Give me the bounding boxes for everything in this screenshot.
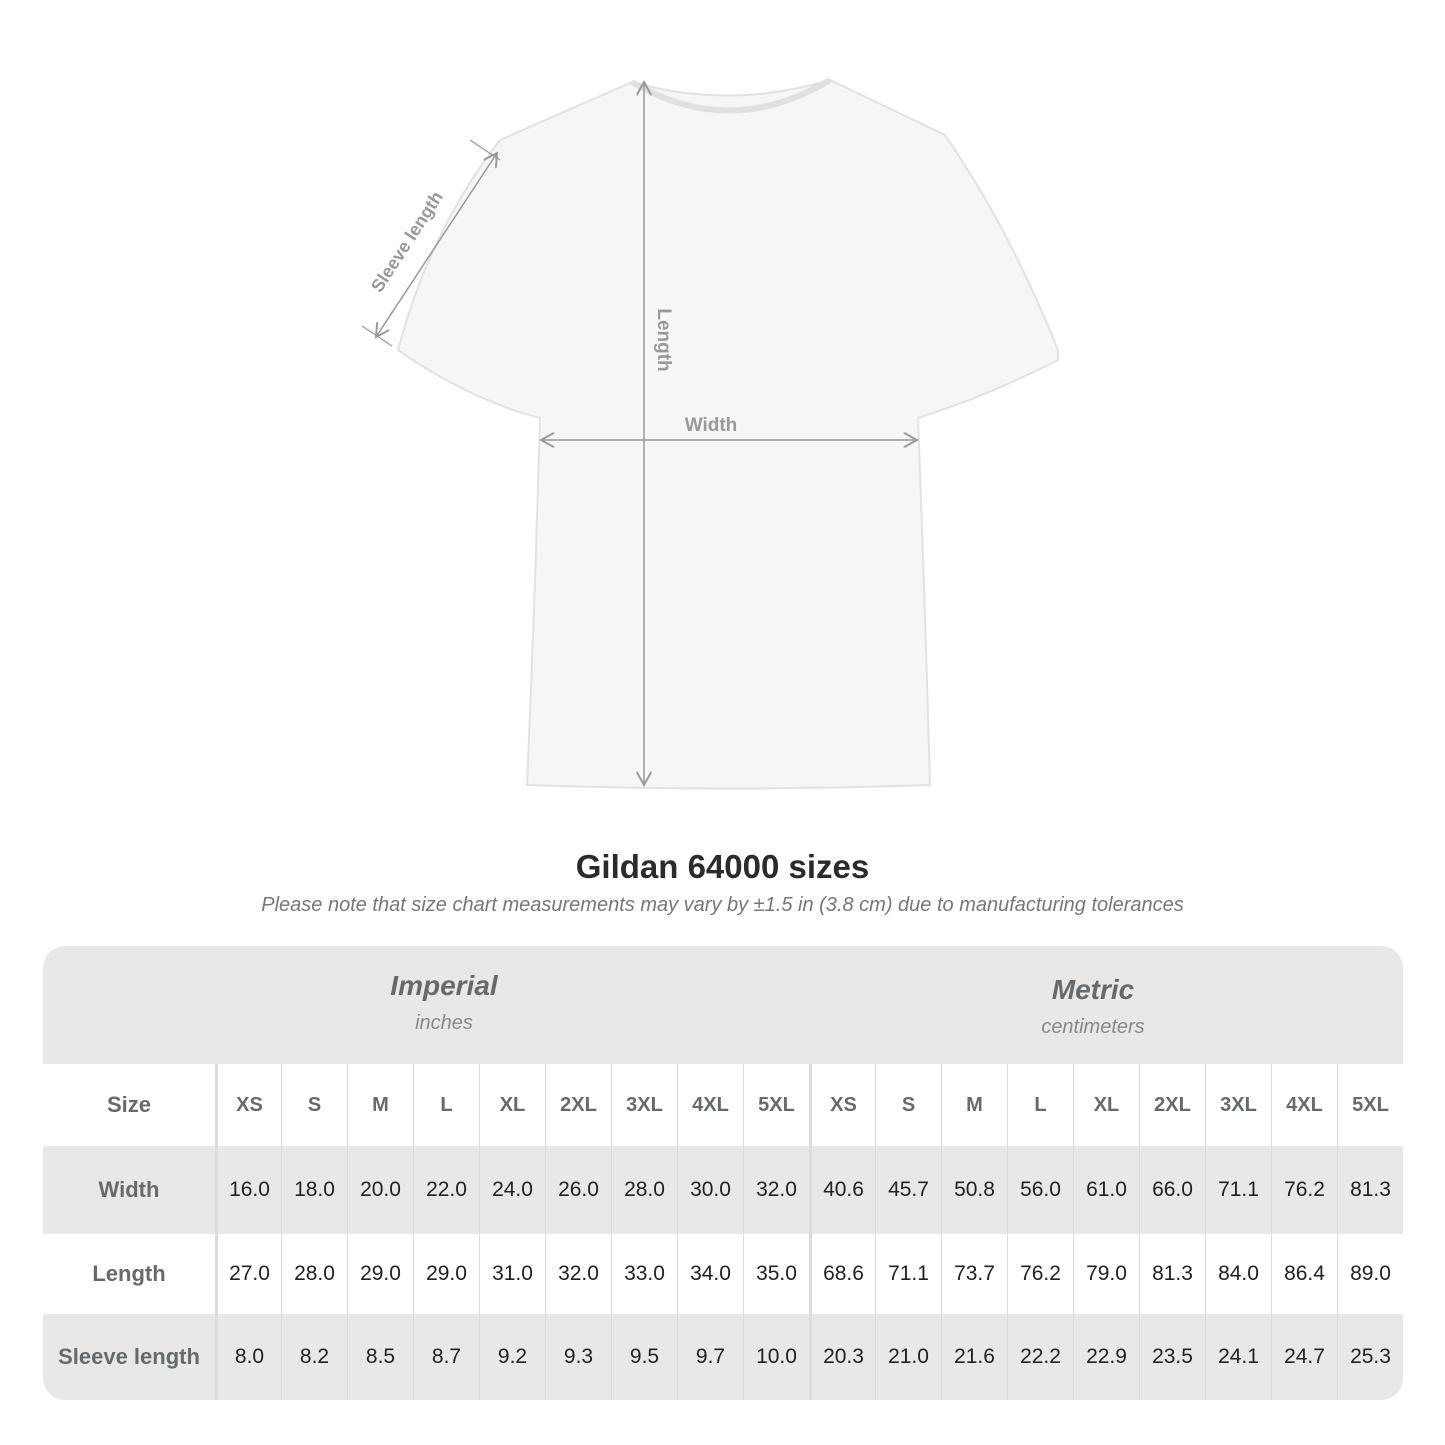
value-cell-imperial: 24.0 — [479, 1146, 545, 1234]
value-cell-metric: 79.0 — [1073, 1234, 1139, 1314]
collar — [630, 77, 832, 114]
tolerance-note: Please note that size chart measurements… — [261, 894, 1184, 916]
size-header-metric: 4XL — [1271, 1064, 1337, 1146]
value-cell-imperial: 18.0 — [281, 1146, 347, 1234]
width-label: Width — [685, 415, 738, 436]
sleeve-tick — [469, 139, 501, 161]
size-header-imperial: L — [413, 1064, 479, 1146]
metric-title: Metric — [1051, 974, 1135, 1005]
value-cell-metric: 73.7 — [941, 1234, 1007, 1314]
imperial-header: Imperial inches — [147, 970, 741, 1035]
sleeve-tick — [361, 325, 393, 347]
page-title: Gildan 64000 sizes — [575, 848, 870, 885]
unit-header-band: Imperial inches Metric centimeters — [43, 946, 1403, 1064]
value-cell-metric: 81.3 — [1337, 1146, 1403, 1234]
value-cell-imperial: 16.0 — [215, 1146, 281, 1234]
table-row: Length 27.0 28.0 29.0 29.0 31.0 32.0 33.0 34.0 35… — [43, 1234, 1403, 1314]
metric-header: Metric centimeters — [796, 974, 1390, 1039]
value-cell-imperial: 29.0 — [413, 1234, 479, 1314]
imperial-title: Imperial — [390, 970, 498, 1001]
value-cell-metric: 76.2 — [1271, 1146, 1337, 1234]
table-row: Sleeve length 8.0 8.2 8.5 8.7 9.2 9.3 9.5 9.7 10.… — [43, 1314, 1403, 1400]
size-header-metric: S — [875, 1064, 941, 1146]
value-cell-imperial: 28.0 — [281, 1234, 347, 1314]
value-cell-metric: 89.0 — [1337, 1234, 1403, 1314]
size-header-metric: L — [1007, 1064, 1073, 1146]
sleeve-line — [376, 153, 497, 337]
value-cell-imperial: 32.0 — [743, 1146, 809, 1234]
value-cell-imperial: 9.7 — [677, 1314, 743, 1400]
tshirt-diagram: Sleeve length Length Width — [361, 77, 1059, 790]
size-header-imperial: XS — [215, 1064, 281, 1146]
value-cell-imperial: 31.0 — [479, 1234, 545, 1314]
value-cell-imperial: 28.0 — [611, 1146, 677, 1234]
value-cell-imperial: 20.0 — [347, 1146, 413, 1234]
value-cell-metric: 84.0 — [1205, 1234, 1271, 1314]
size-header-row: Size XS S M L XL 2XL 3XL 4XL 5XL XS S M L XL 2XL 3XL 4XL 5… — [43, 1064, 1403, 1146]
value-cell-imperial: 33.0 — [611, 1234, 677, 1314]
value-cell-imperial: 8.5 — [347, 1314, 413, 1400]
size-header-metric: XS — [809, 1064, 875, 1146]
value-cell-imperial: 9.2 — [479, 1314, 545, 1400]
value-cell-metric: 81.3 — [1139, 1234, 1205, 1314]
value-cell-metric: 25.3 — [1337, 1314, 1403, 1400]
length-label: Length — [653, 308, 674, 371]
value-cell-imperial: 8.2 — [281, 1314, 347, 1400]
size-header-imperial: M — [347, 1064, 413, 1146]
value-cell-metric: 61.0 — [1073, 1146, 1139, 1234]
value-cell-imperial: 9.3 — [545, 1314, 611, 1400]
value-cell-imperial: 26.0 — [545, 1146, 611, 1234]
value-cell-metric: 71.1 — [1205, 1146, 1271, 1234]
value-cell-metric: 20.3 — [809, 1314, 875, 1400]
value-cell-metric: 71.1 — [875, 1234, 941, 1314]
size-header-metric: 2XL — [1139, 1064, 1205, 1146]
value-cell-imperial: 8.7 — [413, 1314, 479, 1400]
value-cell-metric: 22.2 — [1007, 1314, 1073, 1400]
value-cell-metric: 21.6 — [941, 1314, 1007, 1400]
value-cell-imperial: 22.0 — [413, 1146, 479, 1234]
value-cell-metric: 23.5 — [1139, 1314, 1205, 1400]
value-cell-metric: 40.6 — [809, 1146, 875, 1234]
row-label: Size — [106, 1092, 152, 1117]
size-header-metric: 5XL — [1337, 1064, 1403, 1146]
row-label: Length — [92, 1261, 166, 1286]
value-cell-metric: 68.6 — [809, 1234, 875, 1314]
value-cell-imperial: 30.0 — [677, 1146, 743, 1234]
value-cell-imperial: 8.0 — [215, 1314, 281, 1400]
value-cell-metric: 76.2 — [1007, 1234, 1073, 1314]
metric-unit: centimeters — [1041, 1016, 1145, 1038]
value-cell-metric: 66.0 — [1139, 1146, 1205, 1234]
size-header-metric: M — [941, 1064, 1007, 1146]
value-cell-metric: 86.4 — [1271, 1234, 1337, 1314]
table-row: Width 16.0 18.0 20.0 22.0 24.0 26.0 28.0 30.0 32.… — [43, 1146, 1403, 1234]
value-cell-imperial: 27.0 — [215, 1234, 281, 1314]
value-cell-metric: 24.1 — [1205, 1314, 1271, 1400]
size-header-imperial: 5XL — [743, 1064, 809, 1146]
size-header-imperial: S — [281, 1064, 347, 1146]
value-cell-metric: 21.0 — [875, 1314, 941, 1400]
value-cell-imperial: 10.0 — [743, 1314, 809, 1400]
size-header-metric: XL — [1073, 1064, 1139, 1146]
value-cell-imperial: 35.0 — [743, 1234, 809, 1314]
value-cell-metric: 56.0 — [1007, 1146, 1073, 1234]
imperial-unit: inches — [415, 1012, 473, 1034]
row-label: Width — [98, 1177, 160, 1202]
value-cell-imperial: 34.0 — [677, 1234, 743, 1314]
size-header-imperial: 4XL — [677, 1064, 743, 1146]
size-header-imperial: 2XL — [545, 1064, 611, 1146]
value-cell-metric: 24.7 — [1271, 1314, 1337, 1400]
value-cell-metric: 45.7 — [875, 1146, 941, 1234]
value-cell-imperial: 9.5 — [611, 1314, 677, 1400]
value-cell-metric: 50.8 — [941, 1146, 1007, 1234]
value-cell-metric: 22.9 — [1073, 1314, 1139, 1400]
size-table: Imperial inches Metric centimeters Size X… — [43, 946, 1403, 1400]
size-header-imperial: XL — [479, 1064, 545, 1146]
size-header-metric: 3XL — [1205, 1064, 1271, 1146]
value-cell-imperial: 32.0 — [545, 1234, 611, 1314]
row-label: Sleeve length — [58, 1344, 200, 1369]
size-header-imperial: 3XL — [611, 1064, 677, 1146]
value-cell-imperial: 29.0 — [347, 1234, 413, 1314]
